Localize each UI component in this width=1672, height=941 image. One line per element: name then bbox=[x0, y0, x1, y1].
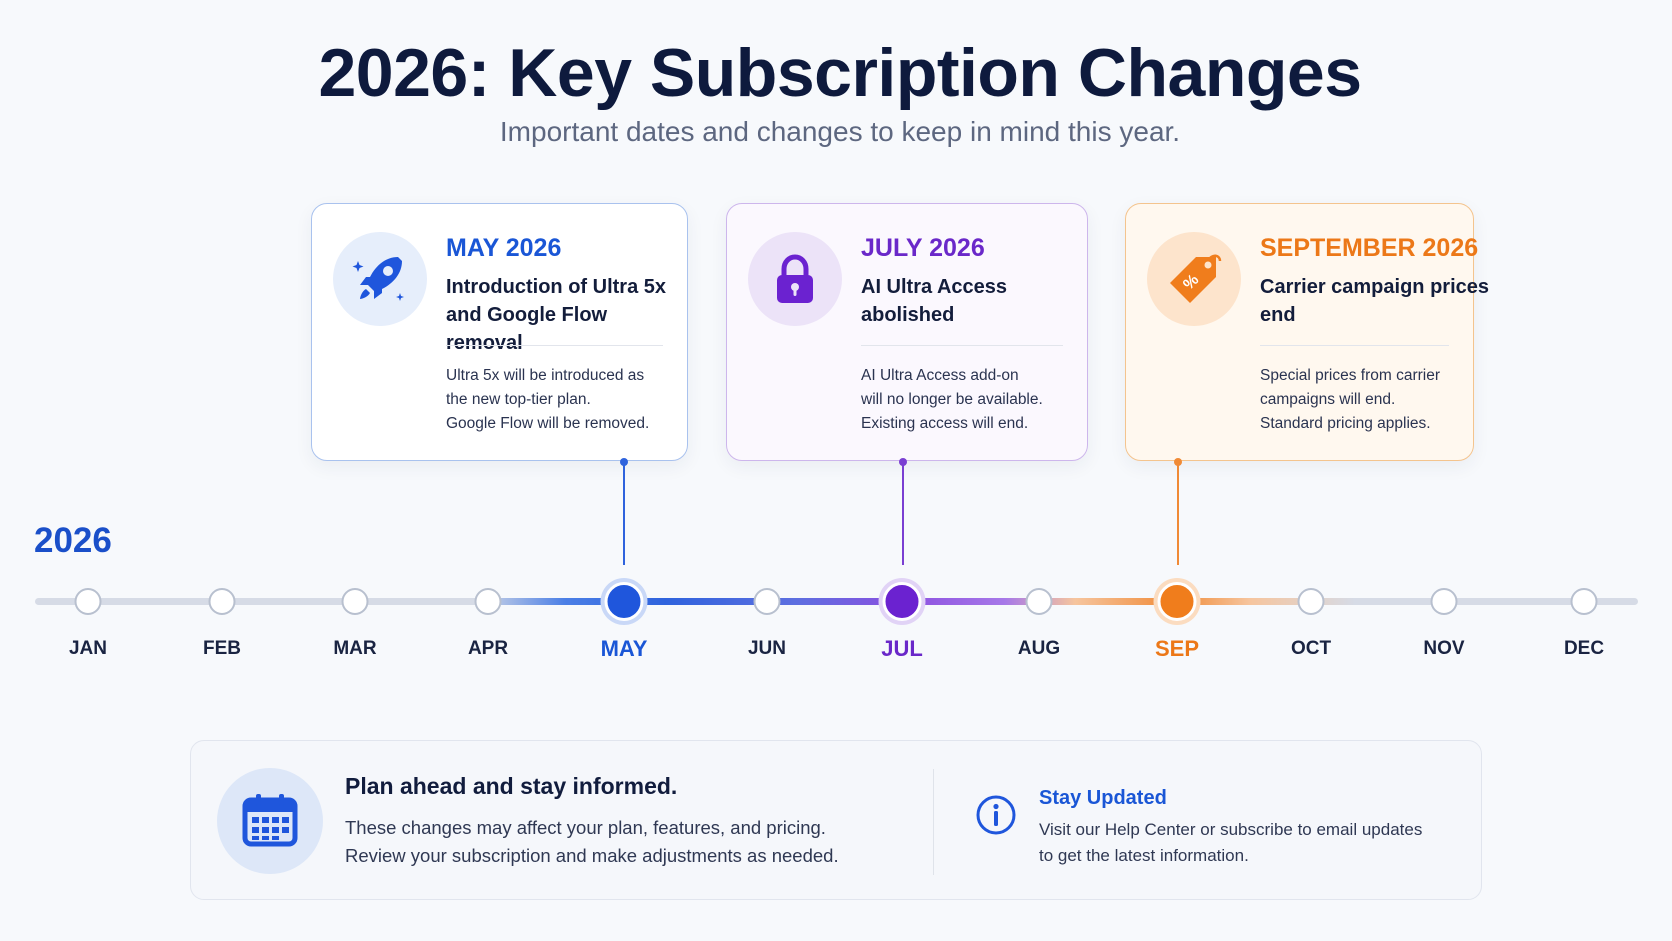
month-label-mar: MAR bbox=[333, 638, 377, 659]
timeline-marker-sep bbox=[1157, 582, 1197, 621]
timeline-track bbox=[35, 598, 1638, 605]
event-heading: Introduction of Ultra 5x and Google Flow… bbox=[446, 276, 666, 354]
month-label-jul: JUL bbox=[881, 636, 923, 661]
timeline-marker-dec bbox=[1570, 588, 1598, 615]
page-title: 2026: Key Subscription Changes bbox=[318, 35, 1362, 111]
info-panel: Plan ahead and stay informed. These chan… bbox=[190, 740, 1482, 900]
month-label-jan: JAN bbox=[68, 638, 107, 659]
month-label-jun: JUN bbox=[747, 638, 786, 659]
stay-updated-text: Visit our Help Center or subscribe to em… bbox=[1039, 820, 1423, 865]
timeline-year: 2026 bbox=[34, 521, 112, 560]
month-label-nov: NOV bbox=[1423, 638, 1465, 659]
panel-heading: Plan ahead and stay informed. bbox=[345, 773, 678, 799]
page-subtitle: Important dates and changes to keep in m… bbox=[499, 116, 1181, 147]
connector-september bbox=[1174, 458, 1182, 565]
card-divider bbox=[1260, 345, 1449, 346]
panel-divider bbox=[933, 769, 934, 875]
connector-dot bbox=[899, 458, 907, 466]
connector-dot bbox=[1174, 458, 1182, 466]
event-description: Special prices from carrier campaigns wi… bbox=[1260, 367, 1441, 432]
month-label-sep: SEP bbox=[1154, 636, 1200, 661]
timeline-marker-jul bbox=[882, 582, 922, 621]
event-date: SEPTEMBER 2026 bbox=[1260, 234, 1479, 262]
lock-icon bbox=[748, 232, 842, 326]
stay-updated-heading: Stay Updated bbox=[1039, 787, 1167, 809]
event-description: Ultra 5x will be introduced as the new t… bbox=[446, 367, 650, 432]
timeline-marker-jan bbox=[74, 588, 102, 615]
event-date: MAY 2026 bbox=[446, 234, 562, 262]
card-divider bbox=[446, 345, 663, 346]
event-date: JULY 2026 bbox=[861, 234, 985, 262]
month-label-dec: DEC bbox=[1563, 638, 1605, 659]
timeline-marker-aug bbox=[1025, 588, 1053, 615]
price-tag-icon: % bbox=[1147, 232, 1241, 326]
timeline-marker-nov bbox=[1430, 588, 1458, 615]
panel-text: These changes may affect your plan, feat… bbox=[345, 817, 839, 866]
event-heading: AI Ultra Access abolished bbox=[861, 276, 1007, 326]
timeline-marker-apr bbox=[474, 588, 502, 615]
event-heading: Carrier campaign prices end bbox=[1260, 276, 1489, 326]
event-card-july: JULY 2026 AI Ultra Access abolished AI U… bbox=[726, 203, 1088, 461]
rocket-icon bbox=[333, 232, 427, 326]
month-label-may: MAY bbox=[600, 636, 648, 661]
month-label-apr: APR bbox=[467, 638, 509, 659]
connector-may bbox=[620, 458, 628, 565]
timeline-marker-jun bbox=[753, 588, 781, 615]
timeline-marker-mar bbox=[341, 588, 369, 615]
timeline-marker-feb bbox=[208, 588, 236, 615]
calendar-icon bbox=[217, 768, 323, 874]
month-label-feb: FEB bbox=[203, 638, 241, 659]
connector-july bbox=[899, 458, 907, 565]
info-icon bbox=[975, 794, 1017, 836]
event-card-september: % SEPTEMBER 2026 Carrier campaign prices… bbox=[1125, 203, 1489, 461]
event-description: AI Ultra Access add-on will no longer be… bbox=[861, 367, 1043, 432]
connector-dot bbox=[620, 458, 628, 466]
timeline-marker-may bbox=[604, 582, 644, 621]
event-card-may: MAY 2026 Introduction of Ultra 5x and Go… bbox=[311, 203, 688, 461]
timeline-marker-oct bbox=[1297, 588, 1325, 615]
month-label-aug: AUG bbox=[1017, 638, 1061, 659]
card-divider bbox=[861, 345, 1063, 346]
month-label-oct: OCT bbox=[1290, 638, 1332, 659]
